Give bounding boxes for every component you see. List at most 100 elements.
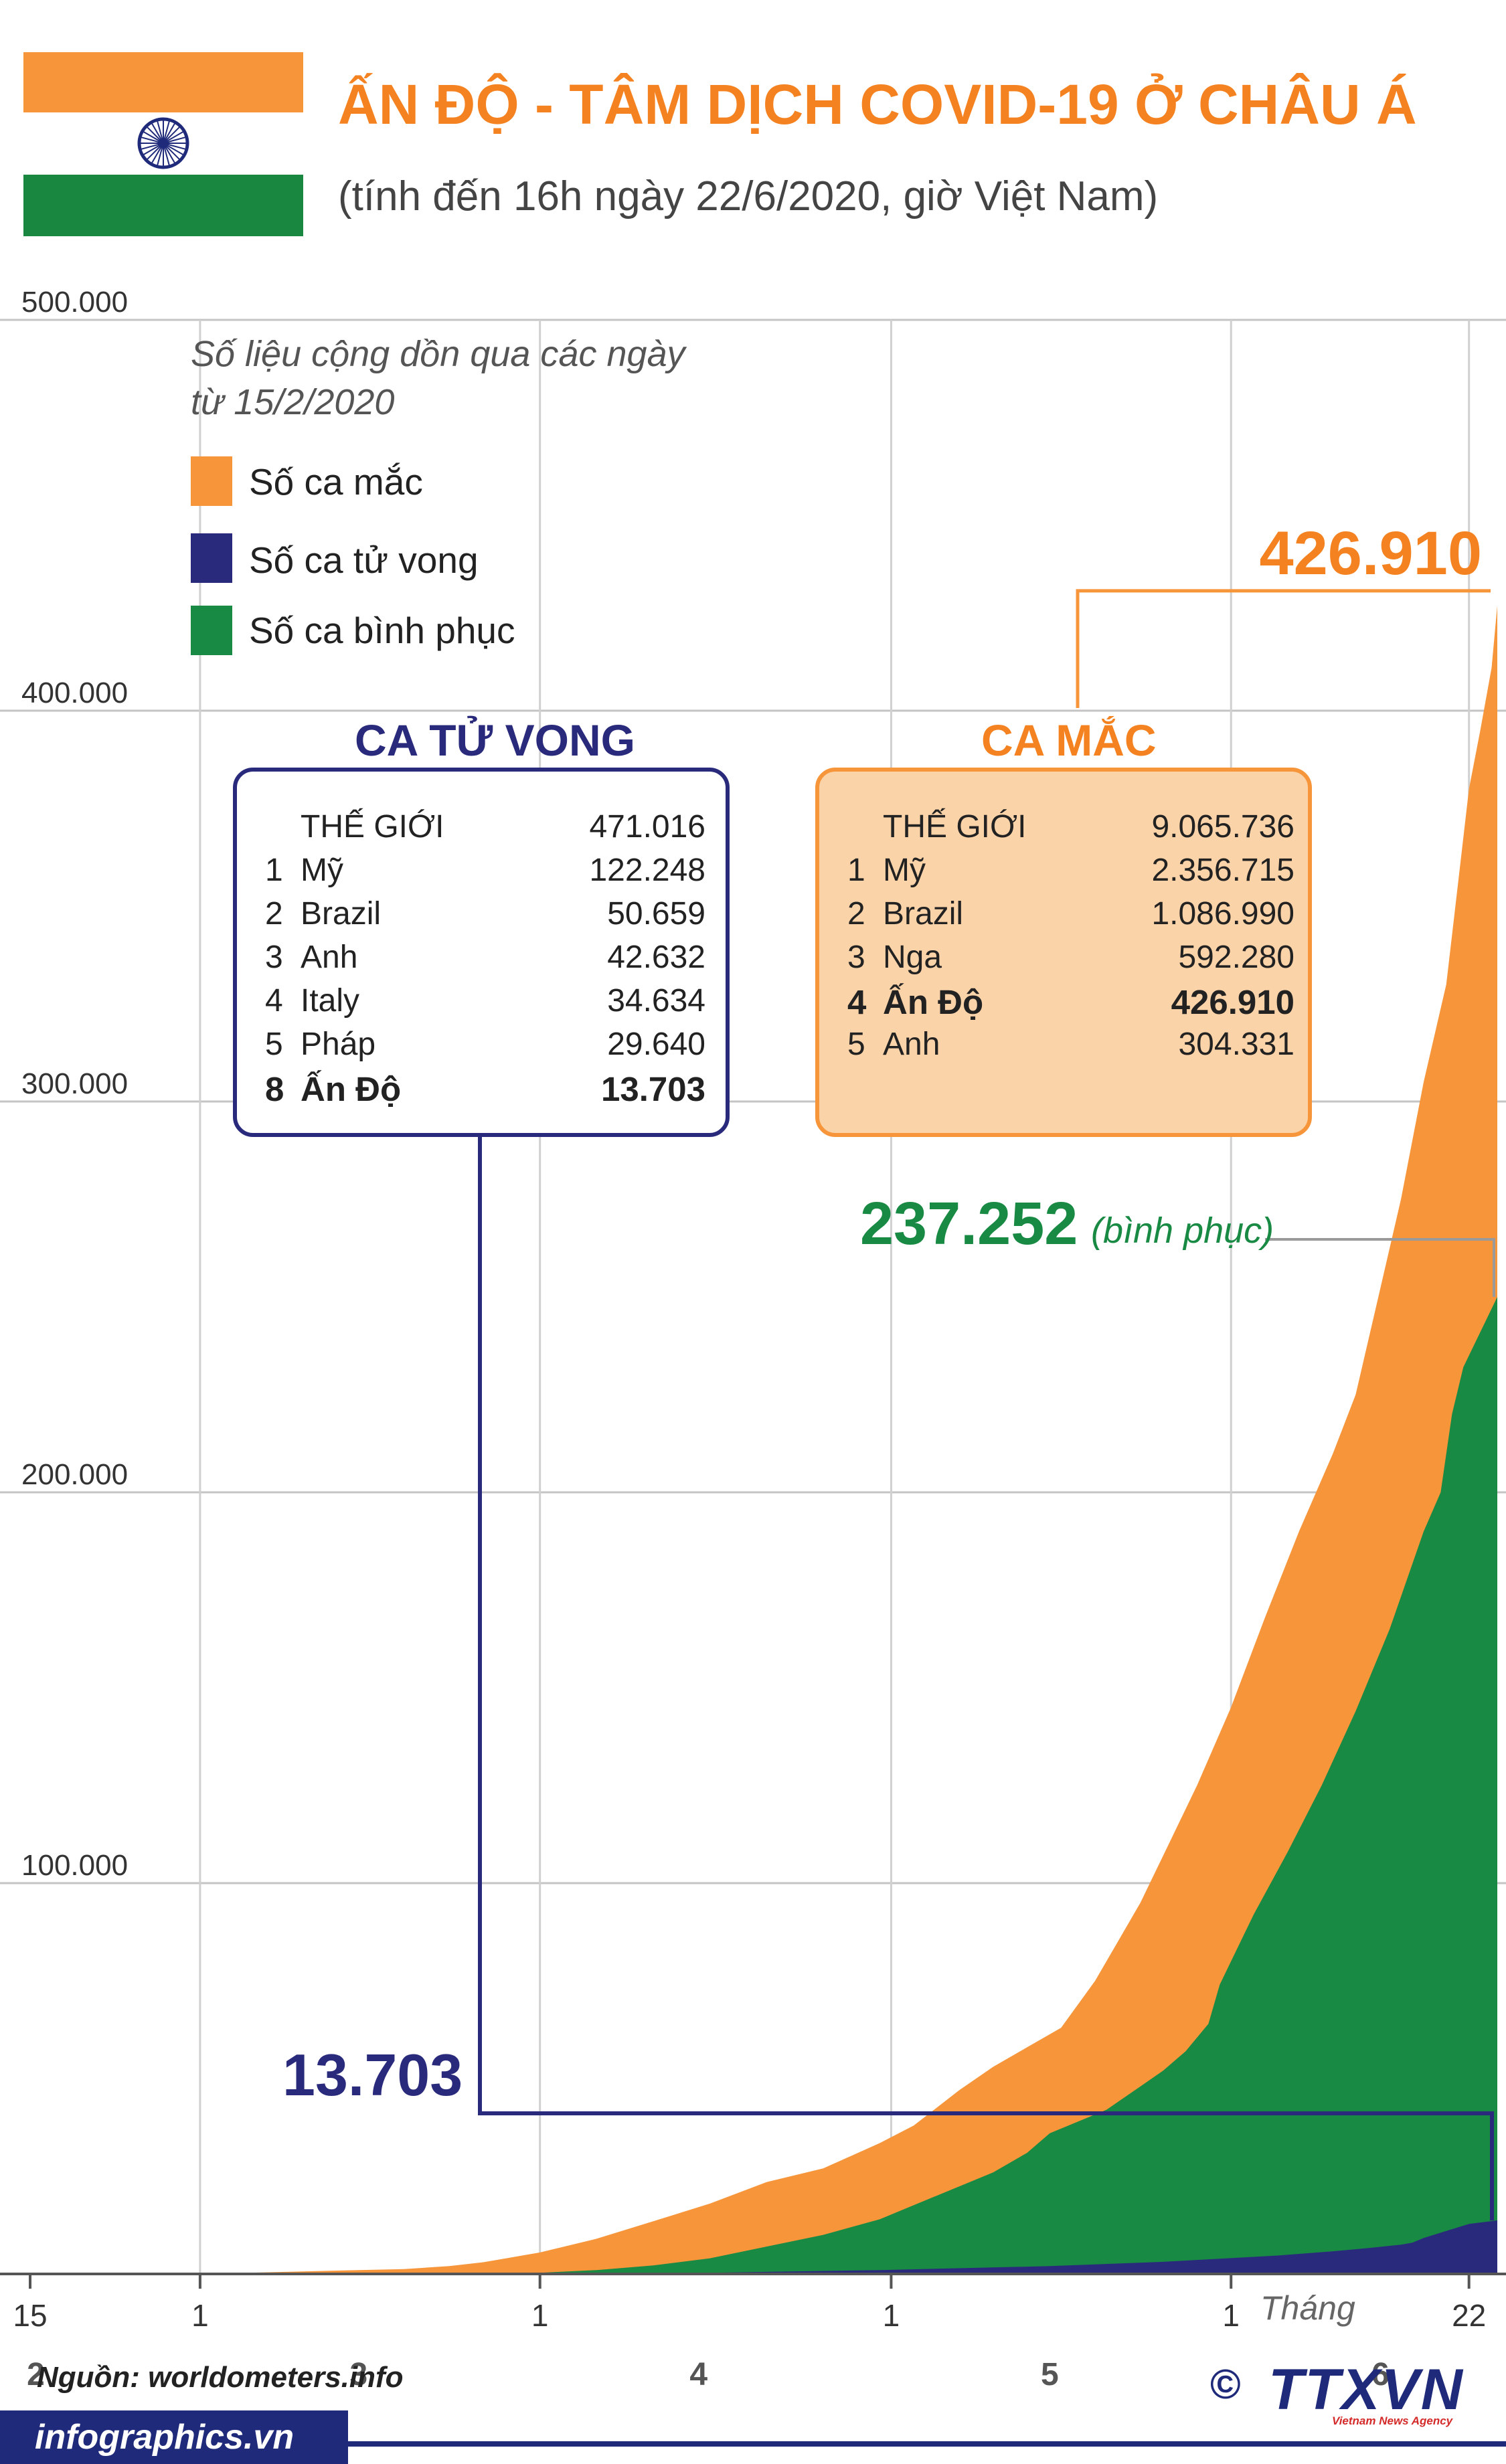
value: 34.634 — [607, 983, 705, 1019]
y-tick-label: 200.000 — [21, 1458, 128, 1491]
footer-bar — [0, 2410, 348, 2464]
country: Brazil — [301, 896, 382, 932]
country: Pháp — [301, 1027, 376, 1062]
value: 42.632 — [607, 940, 705, 975]
recovered-area — [30, 1297, 1497, 2274]
value: 426.910 — [1171, 983, 1294, 1021]
table-row: 2 Brazil 1.086.990 — [819, 895, 1308, 940]
value: 304.331 — [1178, 1027, 1294, 1062]
plot-areas — [30, 605, 1497, 2274]
copyright-icon: © — [1210, 2362, 1241, 2408]
recovered-suffix: (bình phục) — [1091, 1211, 1274, 1251]
legend-swatch-recovered — [191, 606, 232, 655]
rank: 5 — [265, 1027, 283, 1062]
rank: 2 — [265, 896, 283, 932]
site-link[interactable]: infographics.vn — [35, 2418, 295, 2457]
agency-subtitle: Vietnam News Agency — [1332, 2414, 1453, 2427]
cases-total-label: 426.910 — [1259, 519, 1482, 588]
deaths-box-heading: CA TỬ VONG — [355, 715, 635, 765]
chart-note-line2: từ 15/2/2020 — [191, 382, 395, 422]
rank: 1 — [265, 853, 283, 888]
agency-logo: TTXVN — [1268, 2358, 1464, 2422]
value: 13.703 — [601, 1070, 705, 1108]
legend-swatch-cases — [191, 456, 232, 506]
cases-table: THẾ GIỚI 9.065.736 1 Mỹ 2.356.715 2 Braz… — [815, 768, 1312, 1137]
x-tick-label: 1 — [883, 2298, 900, 2333]
recovered-leader-line — [1265, 1238, 1495, 1297]
cases-box-heading: CA MẮC — [981, 715, 1157, 765]
table-row-highlight: 8 Ấn Độ 13.703 — [237, 1069, 726, 1114]
table-row: THẾ GIỚI 471.016 — [237, 808, 726, 853]
month-label: 6 — [1371, 2357, 1390, 2392]
country: Ấn Độ — [301, 1070, 402, 1108]
table-row: THẾ GIỚI 9.065.736 — [819, 808, 1308, 853]
legend-label-cases: Số ca mắc — [249, 461, 423, 503]
month-label: 5 — [1041, 2357, 1059, 2392]
country: Anh — [301, 940, 358, 975]
month-label: 4 — [689, 2357, 707, 2392]
value: 122.248 — [589, 853, 705, 888]
table-row: 5 Anh 304.331 — [819, 1026, 1308, 1070]
deaths-total-label: 13.703 — [282, 2042, 463, 2108]
value: 592.280 — [1178, 940, 1294, 975]
y-tick-label: 100.000 — [21, 1849, 128, 1882]
ashoka-chakra-icon — [137, 117, 189, 169]
world-value: 9.065.736 — [1151, 809, 1294, 845]
table-row: 1 Mỹ 122.248 — [237, 852, 726, 896]
x-tick-label: 15 — [13, 2298, 47, 2333]
page-subtitle: (tính đến 16h ngày 22/6/2020, giờ Việt N… — [338, 173, 1159, 219]
country: Ấn Độ — [883, 983, 984, 1021]
legend-label-deaths: Số ca tử vong — [249, 539, 479, 581]
table-row: 1 Mỹ 2.356.715 — [819, 852, 1308, 896]
deaths-table: THẾ GIỚI 471.016 1 Mỹ 122.248 2 Brazil 5… — [233, 768, 730, 1137]
recovered-total-label: 237.252 — [860, 1191, 1078, 1257]
world-value: 471.016 — [589, 809, 705, 845]
table-row: 3 Anh 42.632 — [237, 939, 726, 983]
value: 1.086.990 — [1151, 896, 1294, 932]
rank: 3 — [265, 940, 283, 975]
x-tick-label: 22 — [1452, 2298, 1486, 2333]
wheel-hub — [159, 139, 168, 148]
rank: 4 — [847, 983, 867, 1021]
footer-rule — [348, 2441, 1506, 2447]
india-flag — [23, 52, 303, 236]
country: Anh — [883, 1027, 940, 1062]
rank: 3 — [847, 940, 865, 975]
world-label: THẾ GIỚI — [883, 809, 1027, 845]
x-tick-label: 1 — [191, 2298, 209, 2333]
month-label: 3 — [350, 2357, 368, 2392]
table-row: 3 Nga 592.280 — [819, 939, 1308, 983]
value: 50.659 — [607, 896, 705, 932]
cases-leader-line — [1076, 589, 1491, 708]
value: 29.640 — [607, 1027, 705, 1062]
value: 2.356.715 — [1151, 853, 1294, 888]
source-note: Nguồn: worldometers.info — [37, 2361, 404, 2394]
table-row: 4 Italy 34.634 — [237, 982, 726, 1027]
table-row-highlight: 4 Ấn Độ 426.910 — [819, 982, 1308, 1027]
rank: 1 — [847, 853, 865, 888]
rank: 4 — [265, 983, 283, 1019]
deaths-leader-line — [478, 1133, 1494, 2220]
legend-swatch-deaths — [191, 533, 232, 583]
page-title: ẤN ĐỘ - TÂM DỊCH COVID-19 Ở CHÂU Á — [338, 73, 1417, 136]
world-label: THẾ GIỚI — [301, 809, 444, 845]
country: Brazil — [883, 896, 964, 932]
country: Mỹ — [301, 853, 343, 888]
table-row: 2 Brazil 50.659 — [237, 895, 726, 940]
x-tick-label: 1 — [1222, 2298, 1240, 2333]
month-label: 2 — [27, 2357, 45, 2392]
chart-note-line1: Số liệu cộng dồn qua các ngày — [191, 334, 685, 374]
leader-lines — [478, 589, 1495, 2220]
rank: 8 — [265, 1070, 284, 1108]
country: Nga — [883, 940, 942, 975]
deaths-area — [30, 2220, 1497, 2274]
y-tick-label: 400.000 — [21, 677, 128, 709]
y-tick-label: 300.000 — [21, 1067, 128, 1100]
table-row: 5 Pháp 29.640 — [237, 1026, 726, 1070]
legend-label-recovered: Số ca bình phục — [249, 610, 515, 651]
country: Italy — [301, 983, 360, 1019]
rank: 5 — [847, 1027, 865, 1062]
month-prefix: Tháng — [1260, 2289, 1355, 2327]
